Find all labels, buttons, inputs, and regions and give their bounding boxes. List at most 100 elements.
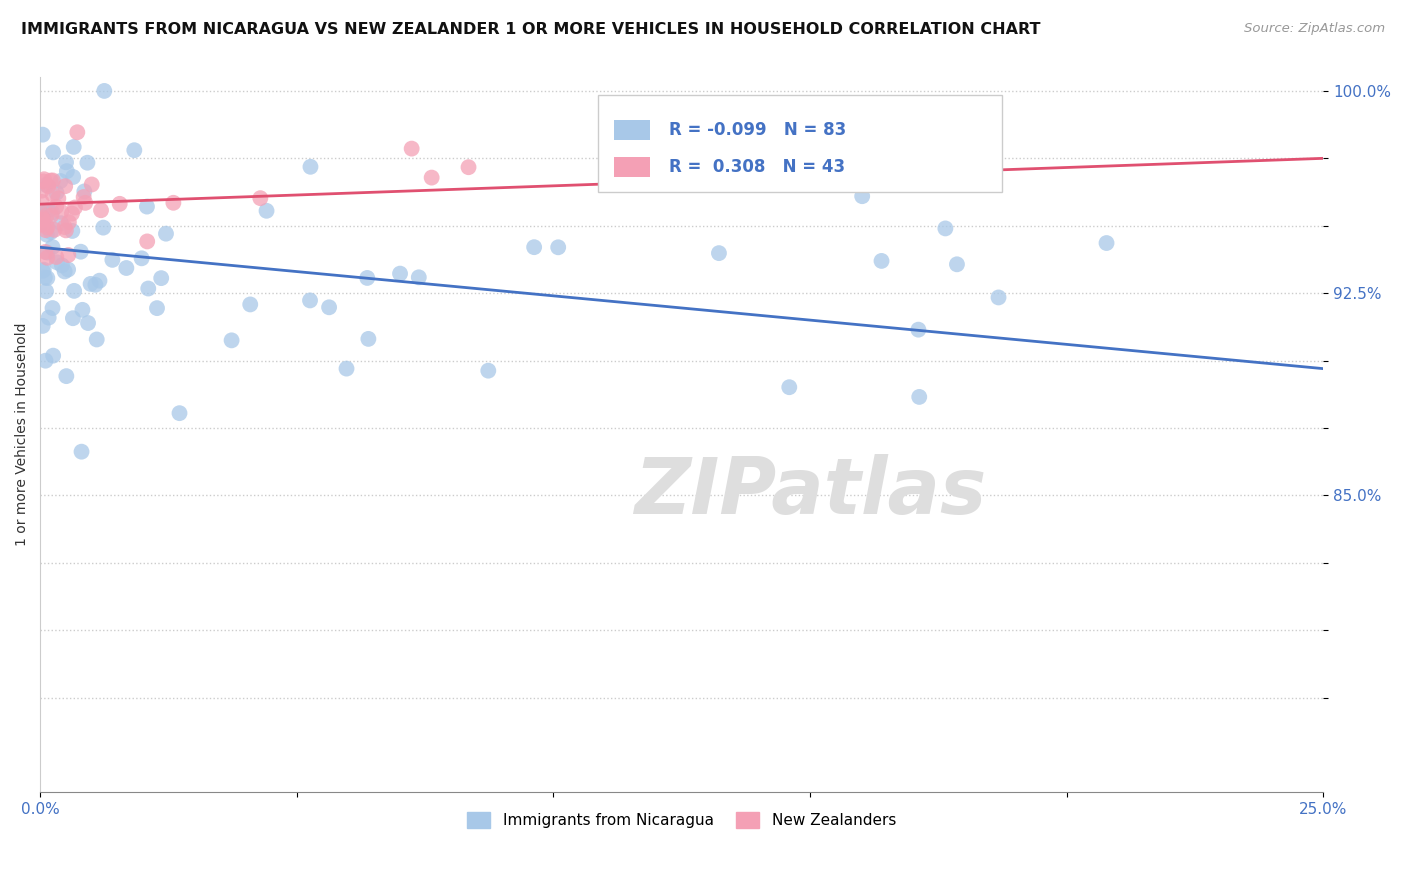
Point: [299, 160, 322, 174]
Point: [37, 179, 59, 194]
Point: [1095, 235, 1118, 250]
Point: [39, 173, 62, 187]
Point: [35, 285, 58, 299]
Text: IMMIGRANTS FROM NICARAGUA VS NEW ZEALANDER 1 OR MORE VEHICLES IN HOUSEHOLD CORRE: IMMIGRANTS FROM NICARAGUA VS NEW ZEALAND…: [21, 22, 1040, 37]
Point: [38, 310, 60, 325]
Point: [31, 217, 53, 231]
Point: [987, 290, 1010, 304]
Point: [62, 169, 84, 184]
Point: [523, 240, 546, 254]
Point: [41, 240, 63, 254]
Point: [239, 297, 262, 311]
Point: [31, 264, 53, 278]
Legend: Immigrants from Nicaragua, New Zealanders: Immigrants from Nicaragua, New Zealander…: [461, 806, 903, 834]
Point: [115, 260, 138, 275]
Point: [86, 333, 108, 347]
Point: [42, 349, 65, 363]
Point: [785, 165, 807, 179]
Point: [55, 369, 77, 384]
Point: [707, 246, 730, 260]
Point: [299, 293, 322, 308]
Point: [44, 223, 66, 237]
Point: [66, 125, 89, 139]
Point: [357, 332, 380, 346]
Point: [51, 205, 73, 219]
Point: [108, 196, 131, 211]
Point: [80, 178, 103, 192]
Point: [32, 262, 55, 277]
Point: [37, 271, 59, 285]
Point: [41, 208, 63, 222]
Bar: [613, 120, 650, 140]
Point: [41, 205, 63, 219]
Point: [356, 271, 378, 285]
Point: [41, 301, 63, 315]
Point: [76, 155, 98, 169]
Point: [221, 334, 243, 348]
Point: [101, 252, 124, 267]
Point: [90, 203, 112, 218]
Point: [63, 201, 86, 215]
Point: [45, 200, 67, 214]
Point: [256, 203, 278, 218]
Bar: [599, 95, 1002, 192]
Point: [56, 262, 79, 277]
Point: [37, 203, 59, 218]
Point: [162, 195, 184, 210]
Point: [249, 191, 271, 205]
Text: Source: ZipAtlas.com: Source: ZipAtlas.com: [1244, 22, 1385, 36]
Point: [318, 300, 340, 314]
Point: [136, 200, 159, 214]
Point: [55, 223, 77, 237]
Point: [53, 220, 76, 235]
Point: [169, 406, 191, 420]
Point: [778, 380, 800, 394]
Point: [155, 227, 177, 241]
Point: [136, 281, 159, 295]
Point: [408, 270, 430, 285]
Point: [53, 264, 76, 278]
Point: [150, 271, 173, 285]
Point: [41, 187, 63, 202]
Point: [46, 191, 69, 205]
Text: ZIPatlas: ZIPatlas: [634, 454, 986, 530]
Point: [401, 142, 423, 156]
Point: [62, 311, 84, 326]
Point: [75, 195, 97, 210]
Text: R =  0.308   N = 43: R = 0.308 N = 43: [669, 158, 845, 176]
Point: [32, 213, 55, 227]
Point: [55, 155, 77, 169]
Point: [35, 223, 58, 237]
Point: [389, 267, 412, 281]
Point: [34, 270, 56, 285]
Point: [547, 240, 569, 254]
Point: [77, 316, 100, 330]
Point: [907, 323, 929, 337]
Point: [35, 178, 58, 192]
Point: [31, 206, 53, 220]
Point: [34, 244, 56, 259]
Point: [58, 248, 80, 262]
Point: [35, 219, 58, 233]
Point: [31, 184, 53, 198]
Point: [37, 220, 59, 235]
Point: [851, 189, 873, 203]
Point: [58, 215, 80, 229]
Point: [34, 353, 56, 368]
Point: [477, 364, 499, 378]
Point: [49, 216, 72, 230]
Point: [42, 145, 65, 160]
Point: [46, 255, 69, 269]
Point: [60, 206, 83, 220]
Point: [934, 221, 956, 235]
Point: [908, 390, 931, 404]
Point: [45, 186, 67, 200]
Point: [31, 194, 53, 209]
Y-axis label: 1 or more Vehicles in Household: 1 or more Vehicles in Household: [15, 323, 30, 547]
Point: [62, 140, 84, 154]
Point: [335, 361, 357, 376]
Point: [136, 235, 159, 249]
Point: [39, 225, 62, 239]
Point: [91, 220, 114, 235]
Point: [93, 84, 115, 98]
